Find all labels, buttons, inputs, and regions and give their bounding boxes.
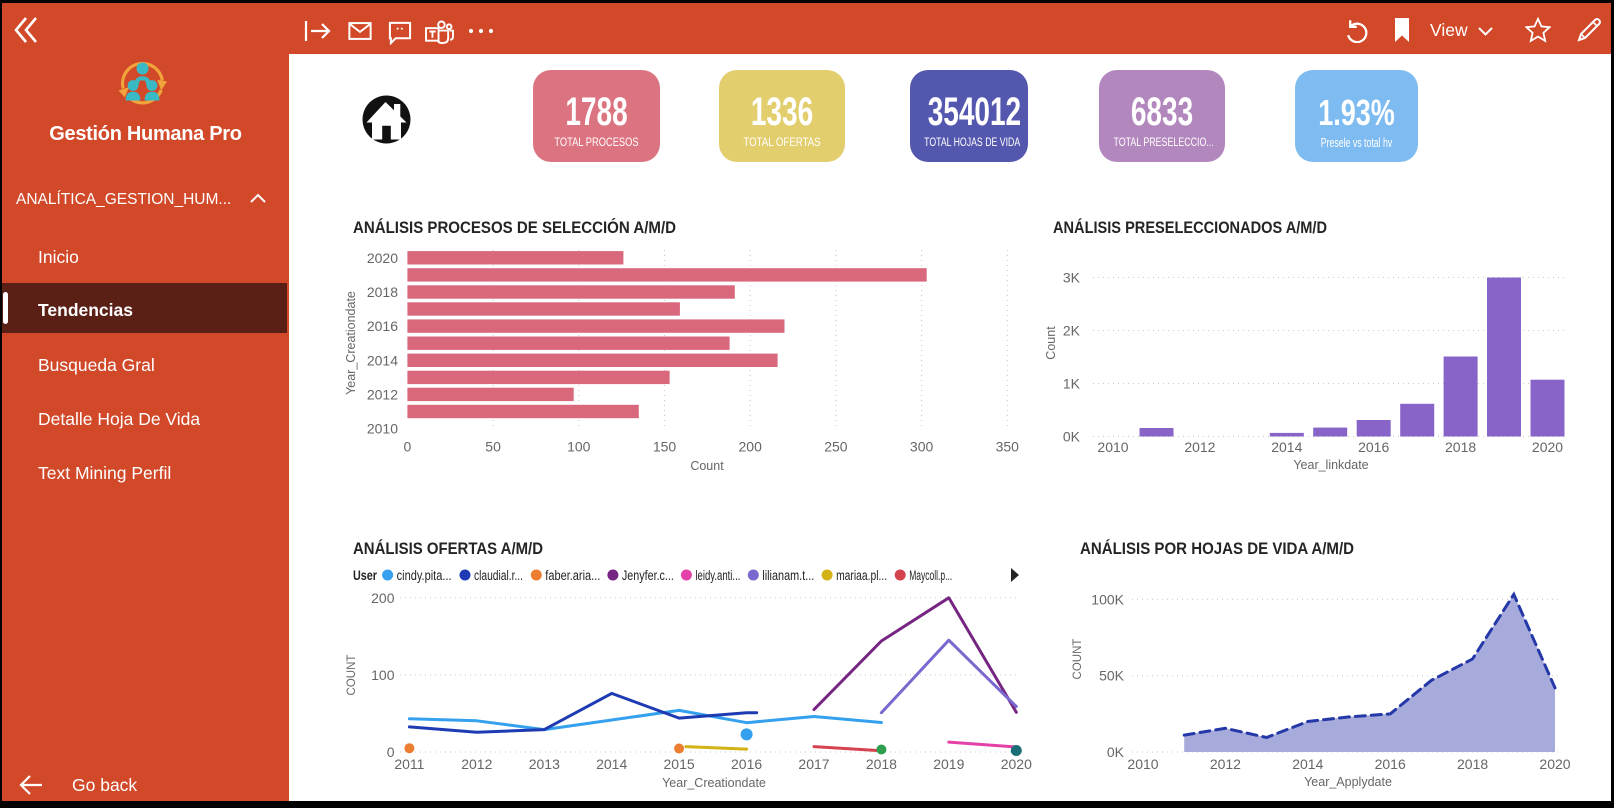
svg-text:2012: 2012 [367, 386, 398, 402]
svg-text:200: 200 [739, 439, 763, 455]
svg-text:2K: 2K [1063, 323, 1081, 339]
svg-text:3K: 3K [1063, 270, 1081, 286]
svg-text:Count: Count [1044, 326, 1058, 360]
svg-text:2011: 2011 [394, 756, 424, 772]
svg-text:2018: 2018 [866, 756, 897, 772]
svg-text:Count: Count [690, 459, 724, 473]
svg-text:2014: 2014 [596, 756, 627, 772]
svg-text:350: 350 [996, 439, 1020, 455]
svg-text:0K: 0K [1107, 744, 1125, 760]
svg-text:Jenyfer.c...: Jenyfer.c... [622, 568, 674, 583]
svg-text:ANÁLISIS PRESELECCIONADOS A/M/: ANÁLISIS PRESELECCIONADOS A/M/D [1053, 218, 1327, 237]
svg-text:2010: 2010 [1097, 439, 1128, 455]
svg-text:ANÁLISIS PROCESOS DE SELECCIÓN: ANÁLISIS PROCESOS DE SELECCIÓN A/M/D [353, 218, 676, 237]
svg-text:2016: 2016 [1358, 439, 1389, 455]
svg-text:lilianam.t...: lilianam.t... [762, 568, 814, 583]
svg-text:2016: 2016 [367, 318, 398, 334]
svg-text:2014: 2014 [367, 352, 398, 368]
svg-text:2018: 2018 [1457, 756, 1488, 772]
svg-text:2012: 2012 [1184, 439, 1215, 455]
svg-text:2010: 2010 [1127, 756, 1158, 772]
svg-text:2014: 2014 [1292, 756, 1323, 772]
svg-text:User: User [353, 568, 378, 583]
svg-text:2018: 2018 [367, 284, 398, 300]
svg-text:2010: 2010 [367, 421, 398, 437]
svg-text:Year_Applydate: Year_Applydate [1304, 775, 1392, 789]
svg-text:200: 200 [371, 590, 395, 606]
svg-text:2013: 2013 [529, 756, 560, 772]
svg-text:1K: 1K [1063, 376, 1081, 392]
svg-text:2017: 2017 [798, 756, 829, 772]
svg-text:ANÁLISIS POR HOJAS DE VIDA A/M: ANÁLISIS POR HOJAS DE VIDA A/M/D [1080, 539, 1354, 558]
svg-text:0: 0 [404, 439, 412, 455]
svg-text:2015: 2015 [664, 756, 695, 772]
svg-text:mariaa.pl...: mariaa.pl... [836, 568, 887, 583]
svg-text:2020: 2020 [1539, 756, 1570, 772]
svg-text:cindy.pita...: cindy.pita... [397, 568, 452, 583]
svg-text:0: 0 [387, 744, 395, 760]
svg-text:250: 250 [824, 439, 848, 455]
svg-text:0K: 0K [1063, 429, 1081, 445]
svg-text:ANÁLISIS OFERTAS A/M/D: ANÁLISIS OFERTAS A/M/D [353, 539, 543, 558]
svg-text:2016: 2016 [731, 756, 762, 772]
svg-text:Year_linkdate: Year_linkdate [1293, 458, 1368, 472]
svg-text:100K: 100K [1091, 591, 1124, 607]
svg-text:Maycoll.p...: Maycoll.p... [909, 568, 952, 583]
svg-text:Year_Creationdate: Year_Creationdate [344, 291, 358, 395]
svg-text:2012: 2012 [1210, 756, 1241, 772]
svg-text:2019: 2019 [933, 756, 964, 772]
svg-text:2012: 2012 [461, 756, 492, 772]
svg-text:2018: 2018 [1445, 439, 1476, 455]
svg-text:2014: 2014 [1271, 439, 1302, 455]
svg-text:2020: 2020 [367, 250, 398, 266]
svg-text:leidy.anti...: leidy.anti... [695, 568, 740, 583]
svg-text:COUNT: COUNT [1072, 639, 1084, 680]
svg-text:COUNT: COUNT [346, 655, 358, 696]
svg-text:claudial.r...: claudial.r... [474, 568, 523, 583]
svg-text:50: 50 [485, 439, 501, 455]
svg-text:50K: 50K [1099, 668, 1125, 684]
svg-text:100: 100 [567, 439, 591, 455]
svg-text:2020: 2020 [1001, 756, 1032, 772]
svg-text:faber.aria...: faber.aria... [545, 568, 600, 583]
svg-text:Year_Creationdate: Year_Creationdate [662, 776, 766, 790]
svg-text:2020: 2020 [1532, 439, 1563, 455]
svg-text:100: 100 [371, 667, 395, 683]
svg-text:300: 300 [910, 439, 934, 455]
svg-text:150: 150 [653, 439, 677, 455]
svg-text:2016: 2016 [1375, 756, 1406, 772]
